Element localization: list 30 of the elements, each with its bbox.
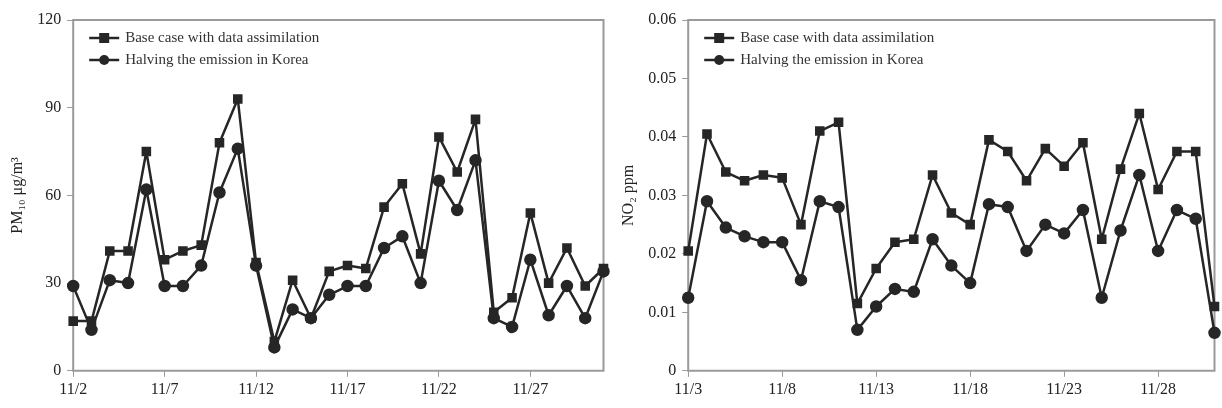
x-tick-label: 11/28 xyxy=(1140,379,1177,397)
x-tick-label: 11/17 xyxy=(329,379,366,397)
y-tick-label: 0 xyxy=(668,361,677,378)
x-tick-label: 11/22 xyxy=(420,379,457,397)
x-tick-label: 11/7 xyxy=(150,379,179,397)
x-tick-label: 11/12 xyxy=(238,379,274,397)
y-tick-label: 120 xyxy=(37,10,62,28)
y-tick-label: 0.06 xyxy=(648,10,677,28)
y-tick-label: 0.01 xyxy=(648,302,677,320)
y-tick-label: 90 xyxy=(45,97,62,115)
legend-label: Halving the emission in Korea xyxy=(125,50,309,67)
legend-label: Base case with data assimilation xyxy=(740,28,935,45)
x-tick-label: 11/2 xyxy=(59,379,88,397)
x-tick-label: 11/27 xyxy=(512,379,549,397)
x-tick-label: 11/3 xyxy=(674,379,703,397)
y-tick-label: 60 xyxy=(45,185,62,203)
y-tick-label: 30 xyxy=(45,273,62,291)
y-tick-label: 0.04 xyxy=(648,127,677,145)
x-tick-label: 11/18 xyxy=(952,379,989,397)
legend-label: Halving the emission in Korea xyxy=(740,50,924,67)
y-tick-label: 0 xyxy=(53,361,62,378)
x-tick-label: 11/13 xyxy=(858,379,895,397)
legend-label: Base case with data assimilation xyxy=(125,28,320,45)
x-tick-label: 11/8 xyxy=(768,379,797,397)
y-axis-title: NO₂ ppm xyxy=(618,164,637,226)
y-tick-label: 0.05 xyxy=(648,68,677,86)
y-axis-title: PM₁₀ μg/m³ xyxy=(7,156,26,234)
x-tick-label: 11/23 xyxy=(1046,379,1083,397)
y-tick-label: 0.03 xyxy=(648,185,677,203)
y-tick-label: 0.02 xyxy=(648,244,677,262)
